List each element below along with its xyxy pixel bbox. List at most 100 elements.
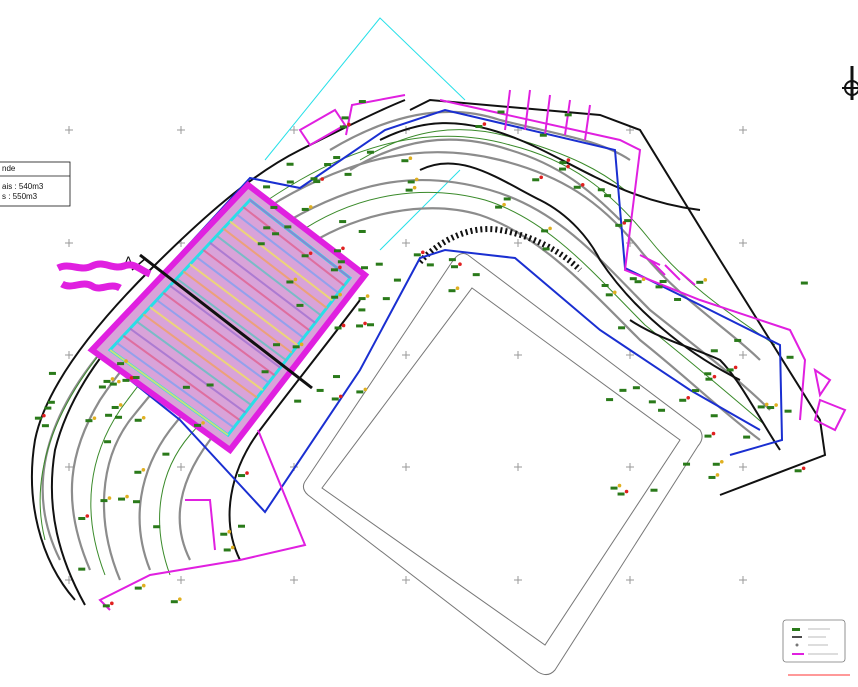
spot-mark: [559, 167, 567, 171]
spot-dot: [733, 365, 738, 370]
spot-mark: [286, 180, 294, 184]
spot-dot: [107, 496, 112, 500]
grid-cross: [402, 576, 410, 584]
spot-mark: [356, 324, 364, 328]
spot-mark: [182, 385, 190, 389]
spot-mark: [104, 440, 112, 444]
grid-cross: [65, 351, 73, 359]
box-title: nde: [2, 164, 16, 173]
basin: [87, 180, 370, 455]
spot-dot: [110, 377, 115, 381]
spot-dot: [774, 403, 778, 407]
volume-box: nde ais : 540m3 s : 550m3: [0, 161, 71, 207]
spot-mark: [294, 399, 302, 403]
grid-cross: [402, 351, 410, 359]
grey-contours: [41, 110, 771, 581]
spot-dot: [320, 177, 325, 181]
spot-mark: [41, 424, 49, 428]
grid-cross: [514, 239, 522, 247]
spot-dot: [455, 286, 460, 290]
basin-stripe: [122, 334, 241, 421]
grid-cross: [626, 351, 634, 359]
basin-stripe: [249, 199, 351, 279]
spot-mark: [333, 156, 341, 160]
spot-levels: [34, 100, 808, 608]
spot-mark: [573, 185, 581, 189]
spot-dot: [617, 483, 622, 488]
spot-mark: [367, 323, 375, 327]
spot-mark: [122, 378, 130, 382]
spot-dot: [764, 402, 769, 407]
spot-mark: [261, 370, 269, 374]
grid-cross: [626, 576, 634, 584]
spot-mark: [286, 162, 294, 166]
spot-mark: [532, 178, 540, 182]
spot-mark: [273, 343, 281, 347]
spot-mark: [170, 600, 178, 604]
spot-mark: [103, 379, 111, 383]
spot-mark: [337, 260, 345, 264]
spot-dot: [118, 403, 123, 407]
spot-dot: [641, 277, 646, 281]
section-label: A: [124, 253, 133, 268]
spot-mark: [272, 232, 280, 236]
basin-stripe: [222, 227, 328, 309]
grid-cross: [739, 239, 747, 247]
spot-mark: [726, 368, 734, 372]
spot-dot: [338, 394, 343, 399]
spot-mark: [310, 177, 318, 181]
section-line: [139, 253, 313, 390]
spot-mark: [784, 409, 792, 413]
spot-mark: [618, 326, 626, 330]
spot-mark: [426, 263, 434, 267]
basin-stripe: [229, 220, 334, 302]
spot-mark: [263, 185, 271, 189]
grid-cross: [514, 576, 522, 584]
spot-mark: [284, 225, 292, 229]
spot-mark: [333, 249, 341, 253]
spot-dot: [110, 601, 114, 606]
spot-mark: [366, 150, 374, 154]
spot-mark: [117, 362, 125, 366]
spot-mark: [619, 388, 627, 392]
grid-cross: [65, 463, 73, 471]
spot-mark: [624, 219, 632, 223]
basin-stripe: [109, 349, 229, 436]
spot-mark: [696, 280, 704, 284]
grid-cross: [739, 126, 747, 134]
spot-mark: [238, 524, 246, 528]
spot-mark: [605, 293, 613, 297]
spot-dot: [230, 545, 235, 550]
spot-mark: [223, 548, 231, 552]
basin-stripe: [129, 327, 247, 414]
basin-stripe: [176, 277, 287, 362]
basin-stripe: [242, 206, 345, 287]
spot-mark: [497, 110, 505, 114]
magenta-boundary: [98, 89, 847, 611]
spot-mark: [220, 532, 228, 536]
spot-dot: [711, 431, 716, 436]
spot-dot: [201, 421, 205, 425]
spot-dot: [624, 489, 629, 494]
spot-mark: [331, 295, 339, 299]
spot-dot: [502, 202, 506, 207]
spot-dot: [245, 471, 249, 475]
grid-cross: [514, 351, 522, 359]
spot-dot: [801, 466, 806, 471]
spot-mark: [712, 462, 720, 466]
spot-mark: [324, 163, 332, 167]
spot-mark: [109, 382, 117, 386]
spot-mark: [132, 376, 140, 380]
spot-mark: [358, 229, 366, 233]
spot-mark: [358, 100, 366, 104]
basin-stripe: [142, 313, 258, 399]
basin-stripe: [202, 249, 310, 332]
spot-mark: [767, 406, 775, 410]
spot-mark: [401, 159, 409, 163]
spot-mark: [597, 188, 605, 192]
spot-mark: [100, 499, 108, 503]
spot-mark: [708, 475, 716, 479]
spot-mark: [339, 220, 347, 224]
spot-mark: [134, 470, 142, 474]
